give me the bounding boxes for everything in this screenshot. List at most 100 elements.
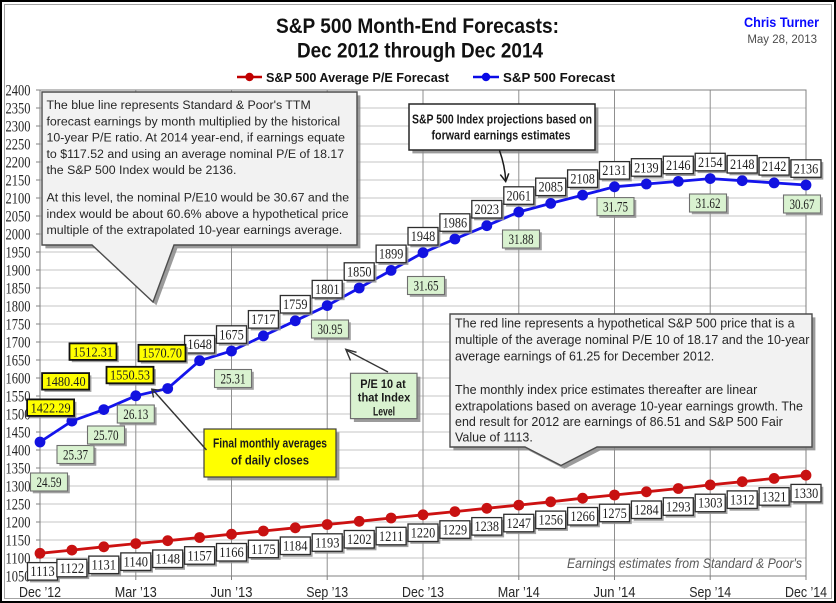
svg-text:The red line represents a hypo: The red line represents a hypothetical S… <box>455 317 795 331</box>
svg-text:2148: 2148 <box>730 157 755 173</box>
svg-text:Mar ’14: Mar ’14 <box>498 585 540 601</box>
svg-text:1986: 1986 <box>443 215 468 231</box>
svg-text:multiple of the average nomina: multiple of the average nominal P/E 10 o… <box>455 333 809 347</box>
svg-text:Jun ’13: Jun ’13 <box>211 585 253 601</box>
svg-text:1200: 1200 <box>6 515 31 532</box>
svg-text:1131: 1131 <box>92 558 117 574</box>
svg-text:1166: 1166 <box>219 545 244 561</box>
svg-text:25.31: 25.31 <box>221 371 246 387</box>
svg-text:1266: 1266 <box>570 509 595 525</box>
svg-text:2100: 2100 <box>6 191 31 208</box>
svg-text:1512.31: 1512.31 <box>73 344 113 359</box>
svg-text:31.62: 31.62 <box>696 196 721 212</box>
svg-text:1256: 1256 <box>538 513 563 529</box>
svg-text:extrapolations based on averag: extrapolations based on average 10-year … <box>455 400 803 414</box>
svg-text:1759: 1759 <box>283 297 308 313</box>
svg-text:1570.70: 1570.70 <box>142 346 182 361</box>
svg-text:1247: 1247 <box>507 516 532 532</box>
svg-text:Earnings estimates from Standa: Earnings estimates from Standard & Poor'… <box>567 556 802 571</box>
svg-text:of daily closes: of daily closes <box>231 454 309 468</box>
svg-text:2400: 2400 <box>6 83 31 100</box>
svg-text:S&P 500 Month-End Forecasts:: S&P 500 Month-End Forecasts: <box>276 14 559 38</box>
svg-text:1330: 1330 <box>794 486 819 502</box>
svg-text:1113: 1113 <box>30 564 55 580</box>
svg-text:2250: 2250 <box>6 137 31 154</box>
svg-text:1184: 1184 <box>283 539 308 555</box>
svg-text:1480.40: 1480.40 <box>46 374 86 389</box>
svg-text:1648: 1648 <box>187 337 212 353</box>
svg-text:1293: 1293 <box>666 499 691 515</box>
svg-text:1284: 1284 <box>634 503 659 519</box>
svg-text:1275: 1275 <box>602 506 627 522</box>
svg-text:1500: 1500 <box>6 407 31 424</box>
svg-text:1220: 1220 <box>411 526 436 542</box>
svg-text:2136: 2136 <box>794 161 819 177</box>
svg-text:1140: 1140 <box>124 554 149 570</box>
svg-text:P/E 10 at: P/E 10 at <box>360 377 406 391</box>
svg-text:2300: 2300 <box>6 119 31 136</box>
svg-text:At this level, the nominal P/E: At this level, the nominal P/E10 would b… <box>47 191 350 205</box>
svg-text:31.88: 31.88 <box>509 232 534 248</box>
svg-text:1422.29: 1422.29 <box>31 400 71 415</box>
svg-text:2350: 2350 <box>6 101 31 118</box>
svg-text:Chris Turner: Chris Turner <box>744 15 820 30</box>
svg-text:2200: 2200 <box>6 155 31 172</box>
svg-text:1675: 1675 <box>219 327 244 343</box>
svg-text:Level: Level <box>373 405 395 419</box>
svg-text:2085: 2085 <box>538 180 563 196</box>
svg-text:1229: 1229 <box>443 522 468 538</box>
svg-text:1600: 1600 <box>6 371 31 388</box>
svg-text:S&P 500 Index projections base: S&P 500 Index projections based on <box>412 113 592 127</box>
svg-text:25.37: 25.37 <box>63 447 88 463</box>
svg-text:2150: 2150 <box>6 173 31 190</box>
svg-text:1350: 1350 <box>6 461 31 478</box>
svg-text:2131: 2131 <box>602 163 627 179</box>
svg-text:31.65: 31.65 <box>414 278 439 294</box>
svg-text:1850: 1850 <box>6 281 31 298</box>
svg-text:forecast earnings by month mul: forecast earnings by month multiplied by… <box>47 114 341 128</box>
svg-text:The monthly index price estima: The monthly index price estimates therea… <box>455 383 757 397</box>
svg-text:index would be about 60.6% abo: index would be about 60.6% above a hypot… <box>47 207 349 221</box>
svg-text:1150: 1150 <box>6 533 31 550</box>
svg-text:Jun ’14: Jun ’14 <box>594 585 636 601</box>
svg-text:1303: 1303 <box>698 496 723 512</box>
svg-text:1801: 1801 <box>315 282 340 298</box>
svg-text:1650: 1650 <box>6 353 31 370</box>
svg-text:2108: 2108 <box>570 171 595 187</box>
svg-text:1050: 1050 <box>6 569 31 586</box>
svg-text:26.13: 26.13 <box>123 407 148 423</box>
svg-text:1312: 1312 <box>730 493 755 509</box>
svg-text:2139: 2139 <box>634 160 659 176</box>
svg-text:1950: 1950 <box>6 245 31 262</box>
svg-text:1899: 1899 <box>379 247 404 263</box>
svg-text:Sep ’14: Sep ’14 <box>689 585 731 601</box>
svg-text:Value of 1113.: Value of 1113. <box>455 430 533 444</box>
svg-text:1122: 1122 <box>60 561 85 577</box>
svg-text:2023: 2023 <box>475 202 500 218</box>
svg-text:1750: 1750 <box>6 317 31 334</box>
svg-text:2061: 2061 <box>507 188 532 204</box>
svg-text:2050: 2050 <box>6 209 31 226</box>
svg-text:Sep ’13: Sep ’13 <box>306 585 348 601</box>
svg-text:2142: 2142 <box>762 159 787 175</box>
svg-text:The blue line represents Stand: The blue line represents Standard & Poor… <box>47 98 311 112</box>
svg-text:10-year P/E ratio. At 2014 y: 10-year P/E ratio. At 2014 year-end, if … <box>47 131 346 145</box>
svg-text:1900: 1900 <box>6 263 31 280</box>
svg-text:Dec ’12: Dec ’12 <box>19 585 61 601</box>
svg-text:2146: 2146 <box>666 158 691 174</box>
svg-text:1202: 1202 <box>347 532 372 548</box>
svg-text:1321: 1321 <box>762 489 787 505</box>
svg-text:Dec 2012 through Dec 2014: Dec 2012 through Dec 2014 <box>297 39 543 63</box>
svg-text:May 28, 2013: May 28, 2013 <box>747 34 817 46</box>
svg-text:1157: 1157 <box>187 548 212 564</box>
svg-text:average earnings of 61.25 for: average earnings of 61.25 for December 2… <box>455 350 714 364</box>
svg-text:2000: 2000 <box>6 227 31 244</box>
svg-text:Mar ’13: Mar ’13 <box>115 585 157 601</box>
svg-text:1450: 1450 <box>6 425 31 442</box>
svg-text:1400: 1400 <box>6 443 31 460</box>
svg-text:1850: 1850 <box>347 264 372 280</box>
svg-text:end result for 2012 are earni: end result for 2012 are earnings of 86.5… <box>455 415 783 429</box>
svg-text:S&P 500 Forecast: S&P 500 Forecast <box>503 70 616 85</box>
svg-text:1238: 1238 <box>475 519 500 535</box>
svg-text:1550.53: 1550.53 <box>110 368 150 383</box>
